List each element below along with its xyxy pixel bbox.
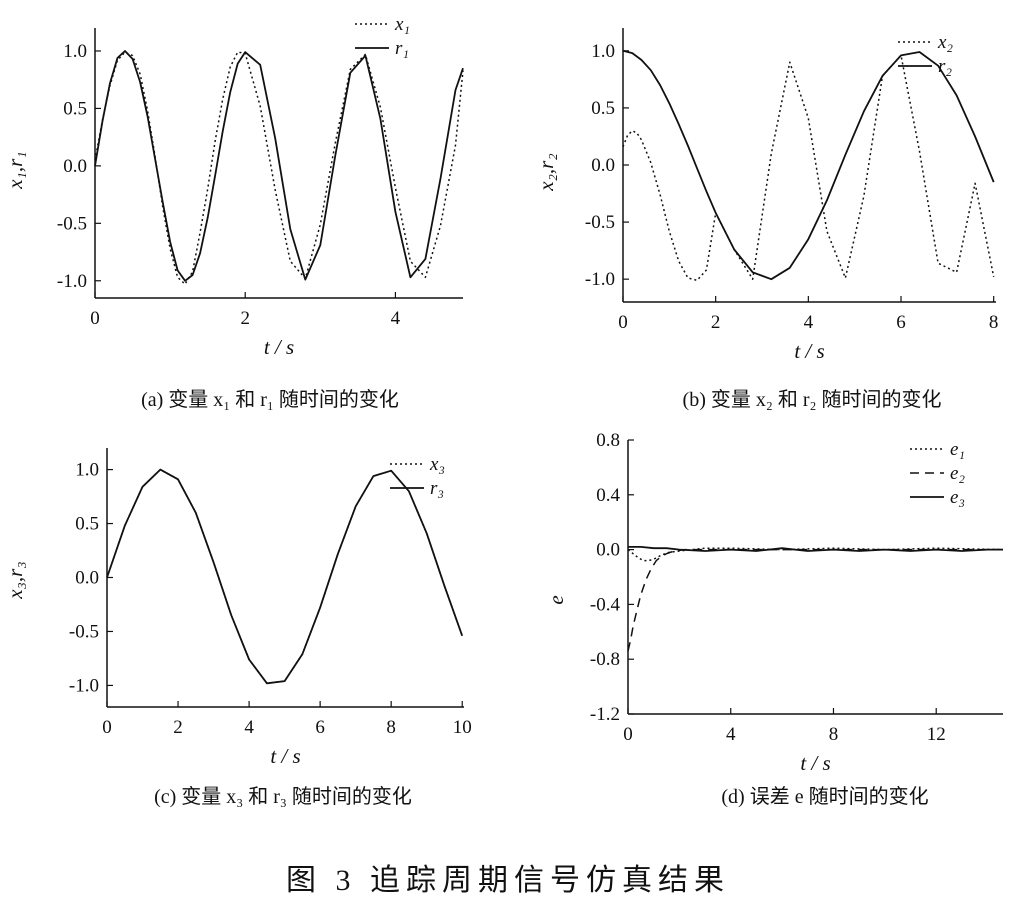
x-tick-label: 2 <box>240 308 250 329</box>
figure-caption: 图 3 追踪周期信号仿真结果 <box>286 864 730 897</box>
x-tick-label: 8 <box>829 724 839 745</box>
y-tick-label: 0.0 <box>75 568 99 589</box>
x-tick-label: 6 <box>315 717 325 738</box>
y-tick-label: 0.5 <box>63 98 87 119</box>
x-tick-label: 4 <box>244 717 254 738</box>
series-line-2 <box>622 49 995 281</box>
y-tick-label: 0.0 <box>596 540 620 561</box>
y-axis-label: x₃,r₃ <box>3 561 27 599</box>
panel-c: 0 2 4 6 8 10 1.0 0.5 0.0 -0.5 -1.0 t / s x₃,r₃ x₃ r₃ <box>3 448 472 768</box>
legend-label: x₁ <box>394 14 410 35</box>
y-tick-label: 0.5 <box>591 98 615 119</box>
legend-label: x₃ <box>429 454 445 475</box>
x-tick-label: 8 <box>386 717 396 738</box>
legend-label: x₂ <box>937 32 953 53</box>
y-tick-label: -1.0 <box>69 675 99 696</box>
panel-a: 0 2 4 1.0 0.5 0.0 -0.5 -1.0 t / s x₁,r₁ x₁ r₁ <box>3 14 464 359</box>
y-tick-label: -0.4 <box>590 594 621 615</box>
legend-label: e₁ <box>950 439 965 460</box>
caption-panel-b: (b) 变量 x₂ 和 r₂ 随时间的变化 <box>683 388 942 411</box>
x-axis-label: t / s <box>794 339 824 363</box>
x-tick-label: 4 <box>391 308 401 329</box>
y-tick-label: -1.0 <box>57 271 87 292</box>
series-line-2 <box>106 468 464 685</box>
y-tick-label: 1.0 <box>75 460 99 481</box>
y-tick-label: -0.5 <box>585 212 615 233</box>
y-tick-label: 0.5 <box>75 514 99 535</box>
y-tick-label: -1.2 <box>590 704 620 725</box>
y-tick-label: 1.0 <box>591 41 615 62</box>
y-tick-label: 0.0 <box>63 156 87 177</box>
y-tick-label: 0.8 <box>596 430 620 451</box>
caption-panel-c: (c) 变量 x₃ 和 r₃ 随时间的变化 <box>154 785 412 808</box>
x-axis-label: t / s <box>270 744 300 768</box>
x-tick-label: 6 <box>896 312 906 333</box>
series-line-2 <box>627 548 1003 652</box>
x-tick-label: 0 <box>102 717 112 738</box>
x-tick-label: 4 <box>804 312 814 333</box>
x-tick-label: 8 <box>989 312 999 333</box>
caption-panel-a: (a) 变量 x₁ 和 r₁ 随时间的变化 <box>141 388 399 411</box>
legend-label: r₂ <box>938 56 952 77</box>
legend-label: e₂ <box>950 463 965 484</box>
series-line-1 <box>622 54 995 282</box>
x-axis-label: t / s <box>800 751 830 775</box>
series-line-1 <box>106 468 463 685</box>
x-tick-label: 2 <box>711 312 721 333</box>
panel-b: 0 2 4 6 8 1.0 0.5 0.0 -0.5 -1.0 t / s x₂,r₂ x₂ r₂ <box>534 28 998 363</box>
series-line-2 <box>94 50 464 282</box>
y-axis-label: e <box>544 595 568 604</box>
y-tick-label: -0.8 <box>590 649 620 670</box>
legend-label: e₃ <box>950 487 965 508</box>
y-tick-label: 1.0 <box>63 41 87 62</box>
legend-label: r₁ <box>395 38 409 59</box>
y-tick-label: -0.5 <box>57 213 87 234</box>
x-axis-label: t / s <box>264 335 294 359</box>
x-tick-label: 0 <box>623 724 633 745</box>
y-axis-label: x₁,r₁ <box>3 151 27 189</box>
panel-d: 0 4 8 12 0.8 0.4 0.0 -0.4 -0.8 -1.2 t / s e e₁ e₂ e₃ <box>544 430 1004 775</box>
y-tick-label: 0.0 <box>591 155 615 176</box>
legend-label: r₃ <box>430 478 444 499</box>
y-tick-label: 0.4 <box>596 485 620 506</box>
x-tick-label: 2 <box>173 717 183 738</box>
x-tick-label: 10 <box>453 717 472 738</box>
x-tick-label: 12 <box>927 724 946 745</box>
x-tick-label: 0 <box>618 312 628 333</box>
x-tick-label: 0 <box>90 308 100 329</box>
caption-panel-d: (d) 误差 e 随时间的变化 <box>721 785 928 808</box>
x-tick-label: 4 <box>726 724 736 745</box>
y-tick-label: -1.0 <box>585 269 615 290</box>
series-line-1 <box>94 51 464 285</box>
y-axis-label: x₂,r₂ <box>534 153 558 191</box>
series-line-3 <box>628 546 1003 552</box>
y-tick-label: -0.5 <box>69 621 99 642</box>
